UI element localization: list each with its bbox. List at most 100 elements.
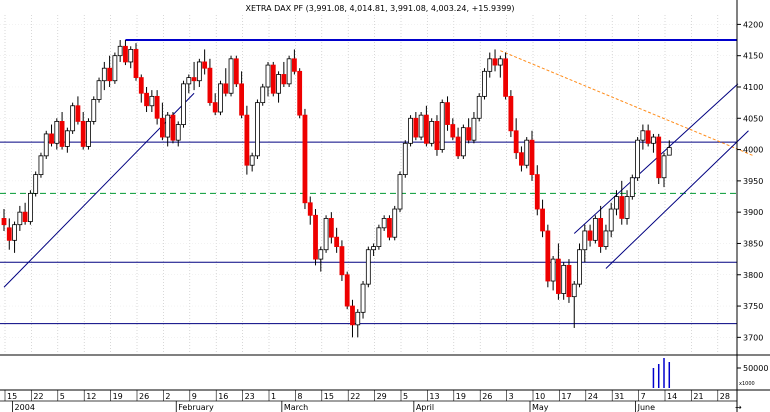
candle-body <box>603 230 609 247</box>
candle-body <box>608 208 614 232</box>
candle-body <box>656 136 662 179</box>
day-tick-label: 15 <box>7 392 17 401</box>
candle-body <box>128 49 134 63</box>
candle-body <box>450 124 456 138</box>
day-tick-label: 10 <box>535 392 545 401</box>
candle-body <box>635 139 640 179</box>
candle-body <box>149 95 155 107</box>
day-tick-label: 12 <box>86 392 96 401</box>
candle-body <box>587 230 593 241</box>
candle-body <box>12 224 17 241</box>
candle-body <box>402 142 408 176</box>
price-tick-label: 3950 <box>743 177 763 186</box>
day-tick-label: 13 <box>429 392 439 401</box>
day-tick-label: 19 <box>456 392 466 401</box>
candle-body <box>503 58 509 97</box>
candle-body <box>233 58 239 85</box>
candle-body <box>561 264 567 294</box>
candle-body <box>381 218 387 229</box>
price-axis: 3700 3750 3800 3850 3900 3950 4000 4050 4100 4150… <box>737 20 763 342</box>
candle-body <box>54 121 60 144</box>
volume-tick-label: 50000 <box>743 364 768 373</box>
candle-body <box>614 196 619 210</box>
day-tick-label: 5 <box>403 392 408 401</box>
candle-body <box>64 130 70 147</box>
candle-body <box>181 83 186 125</box>
candle-body <box>59 121 65 147</box>
candle-body <box>423 114 429 144</box>
candle-body <box>212 102 218 113</box>
day-tick-label: 7 <box>641 392 646 401</box>
candle-body <box>96 80 102 100</box>
candle-body <box>344 274 350 307</box>
candle-body <box>228 58 234 94</box>
candle-body <box>117 45 123 57</box>
candle-body <box>476 95 482 119</box>
candle-body <box>218 83 223 113</box>
candle-body <box>154 95 160 119</box>
candle-body <box>175 124 181 141</box>
candle-body <box>439 102 445 150</box>
day-tick-label: 26 <box>482 392 492 401</box>
date-axis: 15 22 5 12 19 26 2 9 16 23 1 8 15 22 29 5 13 19 26 3 10 17 24 3… <box>4 390 742 412</box>
candle-body <box>666 147 672 156</box>
candle-body <box>434 121 440 150</box>
day-tick-label: 3 <box>509 392 514 401</box>
day-tick-label: 23 <box>245 392 255 401</box>
candle-body <box>418 114 424 138</box>
candle-body <box>556 258 561 294</box>
day-tick-label: 16 <box>218 392 228 401</box>
trend-line <box>605 130 749 269</box>
candle-body <box>86 121 91 147</box>
day-tick-label: 19 <box>113 392 123 401</box>
candle-body <box>186 77 192 85</box>
candle-body <box>471 117 477 141</box>
candle-body <box>387 218 392 238</box>
candle-body <box>466 127 472 141</box>
day-tick-label: 9 <box>192 392 197 401</box>
candle-body <box>497 58 503 66</box>
candle-body <box>429 121 435 144</box>
month-tick-label: May <box>532 403 549 412</box>
candle-body <box>651 136 656 144</box>
candle-body <box>239 83 245 116</box>
day-tick-label: 22 <box>33 392 43 401</box>
candle-body <box>629 177 635 197</box>
candle-body <box>291 58 297 72</box>
day-tick-label: 15 <box>324 392 334 401</box>
candle-body <box>191 77 197 82</box>
candle-body <box>519 152 524 166</box>
candle-body <box>545 230 551 282</box>
candle-body <box>101 67 107 82</box>
candle-body <box>112 55 118 82</box>
price-tick-label: 4100 <box>743 83 763 92</box>
candle-body <box>513 130 519 154</box>
volume-unit-label: x1000 <box>739 381 755 387</box>
price-tick-label: 3850 <box>743 239 763 248</box>
candle-body <box>249 155 255 166</box>
candle-body <box>360 283 366 313</box>
grid <box>0 15 737 353</box>
candle-body <box>577 249 582 285</box>
volume-panel: 50000 x1000 <box>652 358 768 388</box>
day-tick-label: 17 <box>561 392 571 401</box>
candle-body <box>170 114 176 141</box>
candle-body <box>133 49 139 78</box>
candle-body <box>323 218 329 251</box>
candle-body <box>455 136 461 157</box>
candle-body <box>445 102 450 125</box>
candle-body <box>376 227 382 247</box>
candle-body <box>313 214 318 260</box>
candle-body <box>355 311 361 326</box>
candle-body <box>302 114 308 204</box>
candle-body <box>43 133 49 157</box>
price-tick-label: 3900 <box>743 208 763 217</box>
candle-body <box>582 230 588 251</box>
candle-body <box>223 83 229 94</box>
candle-body <box>460 127 466 157</box>
month-tick-label: June <box>637 403 656 412</box>
price-tick-label: 4000 <box>743 146 763 155</box>
price-tick-label: 3800 <box>743 271 763 280</box>
